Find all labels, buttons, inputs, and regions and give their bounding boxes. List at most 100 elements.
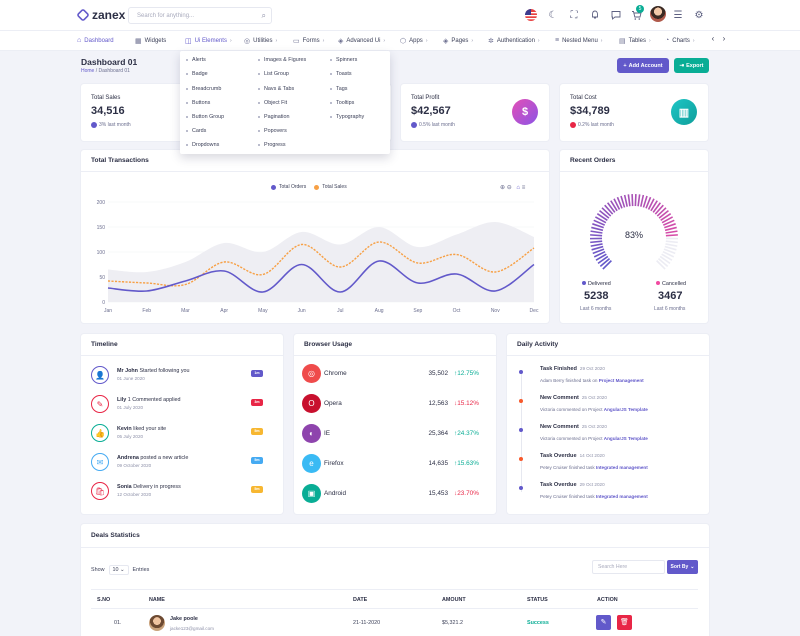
nav-authentication[interactable]: ✲ Authentication › bbox=[488, 37, 540, 45]
menu-icon[interactable]: ☰ bbox=[673, 9, 683, 21]
menu-item-tooltips[interactable]: Tooltips bbox=[330, 100, 354, 106]
utilities-icon: ◎ bbox=[244, 38, 251, 45]
zoom-out-icon[interactable]: ⊖ bbox=[506, 185, 512, 191]
activity-link[interactable]: AngularJS Template bbox=[603, 407, 648, 412]
nav-nested-menu[interactable]: ≡ Nested Menu › bbox=[555, 37, 602, 44]
menu-item-typography[interactable]: Typography bbox=[330, 114, 364, 120]
browser-percent-text: 24.37% bbox=[457, 430, 479, 437]
menu-item-alerts[interactable]: Alerts bbox=[186, 57, 206, 63]
search-icon[interactable]: ⌕ bbox=[261, 11, 266, 20]
menu-item-cards[interactable]: Cards bbox=[186, 128, 206, 134]
entries-label: Entries bbox=[132, 567, 150, 573]
menu-item-tags[interactable]: Tags bbox=[330, 86, 347, 92]
logo[interactable]: zanex bbox=[76, 8, 125, 22]
menu-item-navs-tabs[interactable]: Navs & Tabs bbox=[258, 86, 294, 92]
x-tick-label: Jul bbox=[337, 308, 343, 314]
nav-scroll-right-icon[interactable]: › bbox=[722, 34, 726, 43]
col-amount: AMOUNT bbox=[442, 597, 466, 603]
home-icon[interactable]: ⌂ bbox=[516, 185, 521, 191]
menu-item-popovers[interactable]: Popovers bbox=[258, 128, 287, 134]
nav-charts[interactable]: ◔ Charts › bbox=[665, 37, 695, 44]
entries-select[interactable]: 10 ⌄ bbox=[108, 565, 129, 575]
activity-desc: Adam Berry finished task on Project Mana… bbox=[540, 378, 644, 383]
browser-percent-text: 15.12% bbox=[457, 400, 479, 407]
activity-desc: Petey Cruiser finished task Integrated m… bbox=[540, 465, 648, 470]
chevron-down-icon: ⌄ bbox=[120, 567, 125, 573]
chart-toolbar: ⊕ ⊖ ⌂ ≡ bbox=[500, 184, 525, 191]
menu-item-images[interactable]: Images & Figures bbox=[258, 57, 306, 63]
logo-icon bbox=[76, 8, 90, 22]
menu-item-progress[interactable]: Progress bbox=[258, 142, 286, 148]
gear-icon[interactable]: ⚙ bbox=[694, 9, 704, 21]
nav-dashboard[interactable]: ⌂ Dashboard bbox=[77, 37, 114, 44]
activity-link[interactable]: Integrated management bbox=[595, 465, 648, 470]
activity-link[interactable]: AngularJS Template bbox=[603, 436, 648, 441]
chevron-down-icon: ⌄ bbox=[690, 564, 695, 570]
menu-item-button-group[interactable]: Button Group bbox=[186, 114, 224, 120]
nav-label: Widgets bbox=[144, 38, 167, 44]
plus-icon: + bbox=[623, 62, 627, 69]
nav-pages[interactable]: ◈ Pages › bbox=[443, 37, 473, 45]
gauge-tick-filled bbox=[590, 230, 603, 234]
nav-ui-elements[interactable]: ◫ Ui Elements › bbox=[185, 37, 232, 45]
menu-item-buttons[interactable]: Buttons bbox=[186, 100, 210, 106]
menu-item-list-group[interactable]: List Group bbox=[258, 71, 289, 77]
edit-button[interactable]: ✎ bbox=[596, 615, 611, 630]
zoom-in-icon[interactable]: ⊕ bbox=[500, 185, 506, 191]
menu-item-breadcrumb[interactable]: Breadcrumb bbox=[186, 86, 221, 92]
chevron-right-icon: › bbox=[471, 38, 474, 44]
legend-orders-label[interactable]: Total Orders bbox=[279, 184, 307, 190]
search-input[interactable]: Search for anything... ⌕ bbox=[128, 7, 272, 24]
timeline-action: posted a new article bbox=[140, 455, 189, 461]
menu-item-dropdowns[interactable]: Dropdowns bbox=[186, 142, 219, 148]
nav-forms[interactable]: ▭ Forms › bbox=[293, 37, 324, 45]
cell-name: Jake poole bbox=[170, 616, 198, 622]
menu-item-object-fit[interactable]: Object Fit bbox=[258, 100, 287, 106]
nav-widgets[interactable]: ▦ Widgets bbox=[135, 37, 166, 45]
activity-title-text: Task Overdue bbox=[540, 482, 577, 488]
trend-down-icon bbox=[570, 122, 576, 128]
nav-advanced-ui[interactable]: ◈ Advanced Ui › bbox=[338, 37, 385, 45]
gauge-tick-filled bbox=[610, 200, 618, 212]
bell-icon[interactable] bbox=[588, 8, 602, 22]
timeline-item: 👤 Mr John Started following you 01 June 20… bbox=[91, 366, 263, 386]
nav-utilities[interactable]: ◎ Utilities › bbox=[244, 37, 277, 45]
nav-scroll-left-icon[interactable]: ‹ bbox=[711, 34, 715, 43]
activity-link[interactable]: Integrated management bbox=[595, 494, 648, 499]
delete-button[interactable]: 🗑 bbox=[617, 615, 632, 630]
avatar[interactable] bbox=[650, 6, 666, 22]
nav-tables[interactable]: ▤ Tables › bbox=[619, 37, 651, 45]
activity-link[interactable]: Project Management bbox=[598, 378, 644, 383]
deals-search-input[interactable]: Search Here bbox=[592, 560, 665, 574]
timeline-item: ✎ Lily 1 Commented applied 01 July 2020 3m bbox=[91, 395, 263, 415]
breadcrumb-home[interactable]: Home bbox=[81, 68, 95, 74]
gauge-tick-empty bbox=[665, 240, 678, 244]
timeline-icon: 👍 bbox=[91, 424, 109, 442]
legend-sales-label[interactable]: Total Sales bbox=[322, 184, 347, 190]
legend-orders-marker bbox=[271, 184, 276, 190]
moon-icon[interactable]: ☾ bbox=[548, 9, 558, 21]
menu-item-pagination[interactable]: Pagination bbox=[258, 114, 289, 120]
nav-label: Forms bbox=[302, 38, 320, 44]
export-button[interactable]: ⇥ Export bbox=[674, 58, 709, 73]
menu-item-spinners[interactable]: Spinners bbox=[330, 57, 357, 63]
chevron-right-icon: › bbox=[275, 38, 278, 44]
activity-title: New Comment 25 Oct 2020 bbox=[540, 424, 607, 430]
menu-item-badge[interactable]: Badge bbox=[186, 71, 208, 77]
activity-item: Task Finished 29 Oct 2020 Adam Berry finis… bbox=[519, 366, 699, 394]
add-account-button[interactable]: + Add Account bbox=[617, 58, 669, 73]
menu-item-toasts[interactable]: Toasts bbox=[330, 71, 352, 77]
gauge-tick-filled bbox=[594, 216, 607, 224]
table-header-border bbox=[91, 608, 698, 609]
flag-us-icon[interactable] bbox=[524, 8, 538, 22]
fullscreen-icon[interactable]: ⛶ bbox=[570, 9, 578, 21]
sort-by-button[interactable]: Sort By ⌄ bbox=[667, 560, 698, 574]
chart-menu-icon[interactable]: ≡ bbox=[521, 185, 526, 191]
browser-value: 35,502 bbox=[428, 370, 448, 377]
arrow-down-icon: ↓ bbox=[454, 490, 458, 497]
message-icon[interactable] bbox=[609, 8, 623, 22]
gauge-tick-filled bbox=[665, 234, 678, 237]
nav-apps[interactable]: ⬡ Apps › bbox=[400, 37, 427, 45]
timeline-text: Sonia Delivery in progress bbox=[117, 484, 181, 490]
timeline-name: Kevin bbox=[117, 426, 132, 432]
